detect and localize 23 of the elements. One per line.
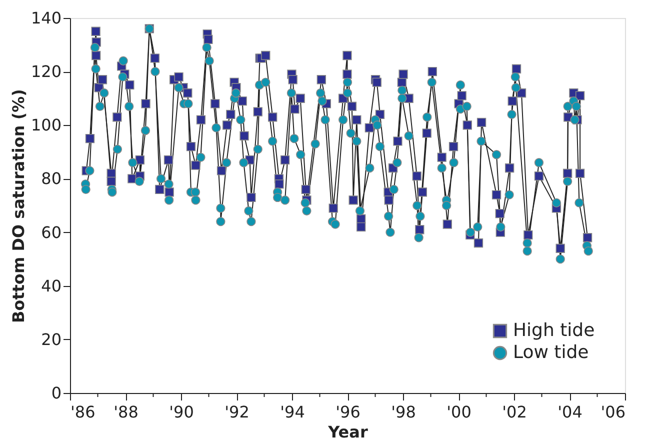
y-tick-label: 80 <box>41 169 62 188</box>
x-tick-label: '04 <box>558 402 582 422</box>
x-tick-label: '94 <box>280 402 305 422</box>
legend-label: High tide <box>513 320 595 341</box>
y-tick-label: 120 <box>30 62 62 82</box>
y-tick-label: 20 <box>41 330 62 349</box>
x-tick-label: '86 <box>70 402 96 422</box>
legend-label: Low tide <box>513 342 589 363</box>
y-tick-label: 60 <box>41 222 62 242</box>
x-tick-label: '92 <box>224 402 250 422</box>
x-tick-label: '90 <box>169 402 194 422</box>
x-axis-title: Year <box>327 422 368 442</box>
y-tick-label: 100 <box>30 116 62 135</box>
x-tick-label: '00 <box>446 402 472 422</box>
y-axis-title: Bottom DO saturation (%) <box>8 89 28 323</box>
x-tick-label: '02 <box>502 402 527 422</box>
x-tick-label: '96 <box>336 402 360 422</box>
y-tick-label: 0 <box>51 384 62 402</box>
y-tick-label: 40 <box>41 276 62 296</box>
x-tick-label: '06 <box>600 402 626 422</box>
x-tick-label: '88 <box>114 402 138 422</box>
y-tick-label: 140 <box>30 8 62 28</box>
x-tick-label: '98 <box>391 402 416 422</box>
